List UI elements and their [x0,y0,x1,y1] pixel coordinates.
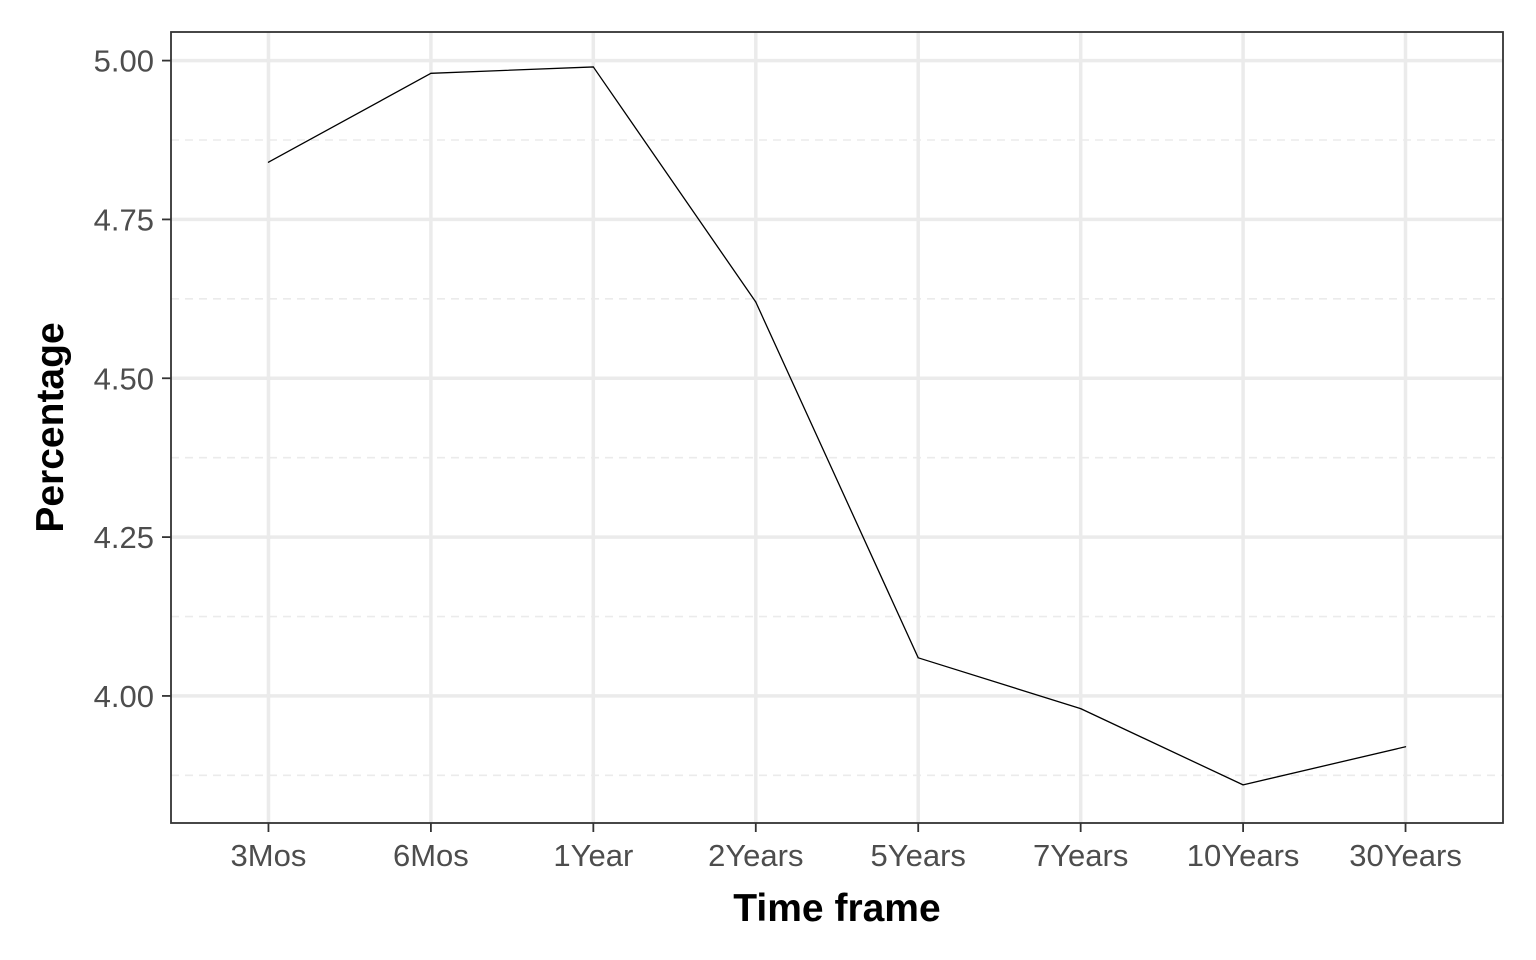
x-tick-label: 10Years [1187,838,1300,873]
x-tick-label: 3Mos [231,838,307,873]
y-tick-label: 4.75 [94,202,154,237]
x-tick-label: 7Years [1033,838,1128,873]
y-tick-label: 4.00 [94,679,154,714]
major-gridlines [171,32,1503,823]
data-point [917,657,919,659]
data-point [267,161,270,163]
data-point [1404,746,1407,748]
data-point [592,66,594,68]
panel-border [170,31,1504,824]
data-point [430,72,432,74]
x-axis: 3Mos 6Mos 1Year 2Years 5Years 7Years 10Years 30… [231,823,1462,873]
y-axis: 4.00 4.25 4.50 4.75 5.00 [94,44,171,714]
data-point [1242,784,1244,786]
data-series [267,66,1407,786]
y-tick-label: 4.50 [94,361,154,396]
x-tick-label: 6Mos [393,838,469,873]
x-tick-label: 1Year [553,838,633,873]
data-point [755,301,757,303]
x-tick-label: 5Years [871,838,966,873]
y-tick-label: 4.25 [94,520,154,555]
series-line [268,66,1406,786]
y-tick-label: 5.00 [94,44,154,79]
y-axis-title: Percentage [29,322,72,532]
x-tick-label: 2Years [708,838,803,873]
x-axis-title: Time frame [733,887,940,930]
data-point [1080,708,1082,710]
x-tick-label: 30Years [1349,838,1462,873]
